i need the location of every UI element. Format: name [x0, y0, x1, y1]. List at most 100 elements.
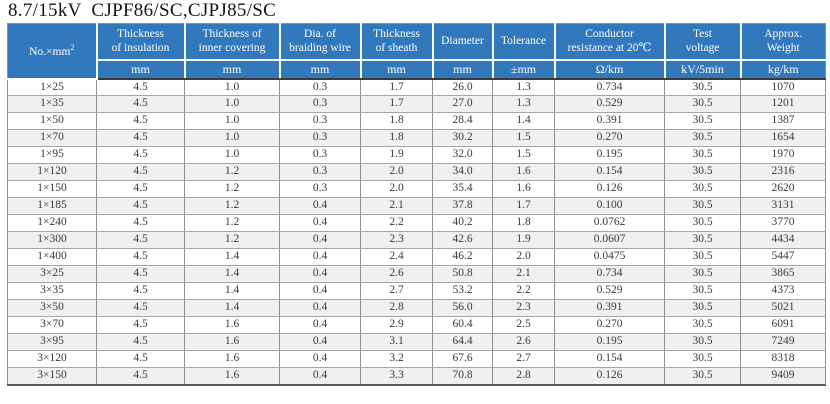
value-cell: 30.5 — [664, 248, 741, 266]
table-row: 3×35 4.5 1.4 0.4 2.7 53.2 2.2 0.529 30.5 4373 — [7, 282, 826, 300]
table-row: 3×50 4.5 1.4 0.4 2.8 56.0 2.3 0.391 30.5 5021 — [7, 299, 826, 317]
column-header-size: No.×mm2 — [7, 23, 98, 80]
value-cell: 0.3 — [279, 78, 361, 96]
value-cell: 1.0 — [184, 146, 280, 164]
unit-diameter: mm — [432, 59, 494, 80]
unit-tolerance: ±mm — [492, 59, 556, 80]
size-cell: 3×50 — [7, 299, 97, 317]
value-cell: 0.4 — [279, 197, 361, 215]
value-cell: 1.4 — [184, 248, 280, 266]
table-row: 1×35 4.5 1.0 0.3 1.7 27.0 1.3 0.529 30.5 1201 — [7, 95, 826, 113]
value-cell: 5021 — [740, 299, 826, 317]
unit-test-voltage: kV/5min — [664, 59, 742, 80]
value-cell: 0.154 — [554, 350, 665, 368]
value-cell: 4.5 — [96, 146, 185, 164]
column-header-test-voltage: Test voltage — [664, 23, 742, 61]
size-cell: 1×95 — [7, 146, 97, 164]
value-cell: 4.5 — [96, 316, 185, 334]
size-cell: 1×35 — [7, 95, 97, 113]
value-cell: 1.6 — [184, 333, 280, 351]
size-cell: 1×300 — [7, 231, 97, 249]
value-cell: 30.5 — [664, 129, 741, 147]
table-row: 1×150 4.5 1.2 0.3 2.0 35.4 1.6 0.126 30.5 2620 — [7, 180, 826, 198]
value-cell: 1.8 — [360, 129, 433, 147]
value-cell: 28.4 — [432, 112, 493, 130]
value-cell: 35.4 — [432, 180, 493, 198]
value-cell: 5447 — [740, 248, 826, 266]
value-cell: 2.3 — [492, 299, 555, 317]
value-cell: 0.3 — [279, 163, 361, 181]
value-cell: 1.4 — [184, 299, 280, 317]
value-cell: 2.5 — [492, 316, 555, 334]
value-cell: 0.4 — [279, 299, 361, 317]
value-cell: 30.5 — [664, 282, 741, 300]
cable-spec-table: No.×mm2 Thickness of insulation Thicknes… — [7, 23, 826, 386]
value-cell: 0.100 — [554, 197, 665, 215]
column-header-weight: Approx. Weight — [740, 23, 826, 61]
value-cell: 1.6 — [492, 163, 555, 181]
value-cell: 8318 — [740, 350, 826, 368]
value-cell: 30.5 — [664, 265, 741, 283]
value-cell: 4.5 — [96, 163, 185, 181]
size-cell: 3×35 — [7, 282, 97, 300]
value-cell: 0.734 — [554, 265, 665, 283]
value-cell: 30.5 — [664, 367, 741, 385]
table-row: 1×70 4.5 1.0 0.3 1.8 30.2 1.5 0.270 30.5 1654 — [7, 129, 826, 147]
value-cell: 1.6 — [492, 180, 555, 198]
size-cell: 1×185 — [7, 197, 97, 215]
column-header-insulation: Thickness of insulation — [96, 23, 186, 61]
value-cell: 30.5 — [664, 231, 741, 249]
value-cell: 0.270 — [554, 316, 665, 334]
value-cell: 1.7 — [360, 95, 433, 113]
value-cell: 30.2 — [432, 129, 493, 147]
value-cell: 0.0762 — [554, 214, 665, 232]
value-cell: 50.8 — [432, 265, 493, 283]
value-cell: 32.0 — [432, 146, 493, 164]
value-cell: 4.5 — [96, 265, 185, 283]
value-cell: 0.3 — [279, 146, 361, 164]
value-cell: 4.5 — [96, 214, 185, 232]
value-cell: 26.0 — [432, 78, 493, 96]
value-cell: 1654 — [740, 129, 826, 147]
column-header-resistance: Conductor resistance at 20℃ — [554, 23, 666, 61]
table-row: 1×400 4.5 1.4 0.4 2.4 46.2 2.0 0.0475 30.5 5447 — [7, 248, 826, 266]
table-row: 1×50 4.5 1.0 0.3 1.8 28.4 1.4 0.391 30.5 1387 — [7, 112, 826, 130]
value-cell: 4.5 — [96, 350, 185, 368]
value-cell: 1201 — [740, 95, 826, 113]
value-cell: 4.5 — [96, 333, 185, 351]
value-cell: 1387 — [740, 112, 826, 130]
value-cell: 3865 — [740, 265, 826, 283]
value-cell: 0.4 — [279, 214, 361, 232]
value-cell: 34.0 — [432, 163, 493, 181]
value-cell: 1.4 — [492, 112, 555, 130]
column-header-sheath: Thickness of sheath — [360, 23, 434, 61]
value-cell: 30.5 — [664, 95, 741, 113]
value-cell: 30.5 — [664, 333, 741, 351]
unit-braiding-wire: mm — [279, 59, 362, 80]
unit-insulation: mm — [96, 59, 186, 80]
unit-resistance: Ω/km — [554, 59, 666, 80]
value-cell: 1970 — [740, 146, 826, 164]
size-cell: 3×150 — [7, 367, 97, 385]
value-cell: 2.0 — [360, 180, 433, 198]
value-cell: 1.4 — [184, 282, 280, 300]
size-cell: 3×95 — [7, 333, 97, 351]
size-cell: 1×150 — [7, 180, 97, 198]
value-cell: 2.2 — [360, 214, 433, 232]
table-header: No.×mm2 Thickness of insulation Thicknes… — [7, 23, 826, 80]
table-row: 1×240 4.5 1.2 0.4 2.2 40.2 1.8 0.0762 30.5 3770 — [7, 214, 826, 232]
table-row: 1×95 4.5 1.0 0.3 1.9 32.0 1.5 0.195 30.5 1970 — [7, 146, 826, 164]
value-cell: 30.5 — [664, 316, 741, 334]
value-cell: 1.2 — [184, 231, 280, 249]
table-row: 1×120 4.5 1.2 0.3 2.0 34.0 1.6 0.154 30.5 2316 — [7, 163, 826, 181]
value-cell: 4.5 — [96, 112, 185, 130]
value-cell: 0.195 — [554, 333, 665, 351]
value-cell: 1.3 — [492, 95, 555, 113]
value-cell: 4.5 — [96, 129, 185, 147]
value-cell: 0.154 — [554, 163, 665, 181]
value-cell: 42.6 — [432, 231, 493, 249]
value-cell: 3.3 — [360, 367, 433, 385]
value-cell: 64.4 — [432, 333, 493, 351]
value-cell: 0.4 — [279, 248, 361, 266]
value-cell: 4.5 — [96, 180, 185, 198]
